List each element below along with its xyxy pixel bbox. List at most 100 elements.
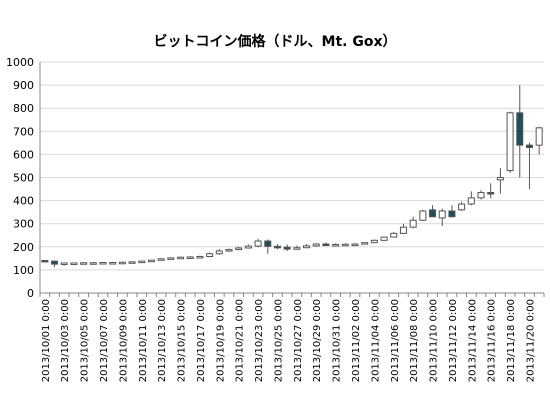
candle bbox=[419, 209, 427, 221]
candle-body bbox=[525, 144, 533, 148]
x-tick-label: 2013/11/10 0:00 bbox=[429, 299, 440, 382]
x-tick-label: 2013/11/14 0:00 bbox=[467, 299, 478, 382]
x-tick-label: 2013/11/04 0:00 bbox=[370, 299, 381, 382]
x-tick-label: 2013/11/12 0:00 bbox=[448, 299, 459, 382]
x-tick-label: 2013/11/02 0:00 bbox=[351, 299, 362, 382]
candle-body bbox=[196, 256, 204, 259]
candle-body bbox=[303, 245, 311, 249]
candle-body bbox=[283, 246, 291, 250]
candle bbox=[312, 243, 320, 247]
candle-body bbox=[312, 243, 320, 247]
candle-body bbox=[109, 262, 117, 265]
candle bbox=[215, 249, 223, 255]
candle bbox=[147, 259, 155, 263]
candle-body bbox=[351, 243, 359, 247]
x-tick-label: 2013/11/06 0:00 bbox=[390, 299, 401, 382]
x-axis: 2013/10/01 0:00 2013/10/03 0:00 2013/10/05… bbox=[39, 292, 545, 382]
candle-body bbox=[477, 192, 485, 199]
candle-body bbox=[128, 261, 136, 264]
candle-body bbox=[89, 262, 97, 265]
candle bbox=[283, 244, 291, 251]
candle bbox=[109, 261, 117, 265]
candle-body bbox=[390, 232, 398, 238]
y-tick-label: 0 bbox=[27, 287, 34, 300]
y-tick-label: 300 bbox=[13, 218, 34, 231]
x-tick-label: 2013/10/07 0:00 bbox=[99, 299, 110, 382]
candle-body bbox=[244, 245, 252, 249]
candle-body bbox=[438, 210, 446, 219]
x-tick-label: 2013/10/29 0:00 bbox=[312, 299, 323, 382]
candle bbox=[303, 244, 311, 249]
candle bbox=[409, 216, 417, 229]
candle bbox=[516, 85, 524, 178]
x-tick-label: 2013/10/27 0:00 bbox=[293, 299, 304, 382]
x-tick-label: 2013/11/16 0:00 bbox=[487, 299, 498, 382]
candle bbox=[70, 262, 78, 265]
candle bbox=[293, 245, 301, 250]
gridlines bbox=[40, 61, 544, 271]
candle bbox=[254, 238, 262, 248]
candles bbox=[41, 85, 543, 268]
candle bbox=[341, 243, 349, 247]
candle bbox=[244, 244, 252, 249]
candle-body bbox=[361, 242, 369, 245]
candle-body bbox=[167, 257, 175, 260]
candle bbox=[99, 262, 107, 265]
candle bbox=[177, 256, 185, 260]
candle bbox=[60, 262, 68, 266]
candle-body bbox=[215, 250, 223, 255]
candle-body bbox=[429, 209, 437, 218]
x-tick-label: 2013/10/17 0:00 bbox=[196, 299, 207, 382]
candle bbox=[128, 261, 136, 264]
candle-body bbox=[293, 247, 301, 250]
x-tick-label: 2013/10/21 0:00 bbox=[235, 299, 246, 382]
candle bbox=[458, 201, 466, 211]
candle-body bbox=[409, 219, 417, 228]
candle bbox=[351, 243, 359, 247]
candle-body bbox=[487, 192, 495, 195]
candle-body bbox=[264, 240, 272, 247]
candle bbox=[264, 239, 272, 254]
y-tick-label: 700 bbox=[13, 125, 34, 138]
candle bbox=[496, 168, 504, 194]
y-tick-label: 900 bbox=[13, 79, 34, 92]
candle-body bbox=[147, 259, 155, 263]
candle bbox=[186, 256, 194, 259]
candle-body bbox=[332, 243, 340, 247]
candle bbox=[399, 223, 407, 235]
candle bbox=[361, 242, 369, 245]
x-tick-label: 2013/10/05 0:00 bbox=[80, 299, 91, 382]
candle-body bbox=[448, 210, 456, 218]
y-tick-label: 800 bbox=[13, 102, 34, 115]
candle-body bbox=[322, 243, 330, 247]
candle bbox=[167, 257, 175, 260]
candle-body bbox=[206, 253, 214, 258]
y-tick-label: 600 bbox=[13, 148, 34, 161]
candle bbox=[380, 236, 388, 241]
candle-body bbox=[506, 112, 514, 172]
x-tick-label: 2013/10/25 0:00 bbox=[273, 299, 284, 382]
x-tick-label: 2013/10/01 0:00 bbox=[41, 299, 52, 382]
x-tick-label: 2013/11/20 0:00 bbox=[525, 299, 536, 382]
x-tick-label: 2013/10/03 0:00 bbox=[60, 299, 71, 382]
candle bbox=[206, 252, 214, 258]
candle bbox=[89, 262, 97, 265]
candle-body bbox=[419, 210, 427, 221]
candle-body bbox=[399, 226, 407, 234]
candle-body bbox=[80, 262, 88, 265]
candle-body bbox=[118, 261, 126, 265]
candle-body bbox=[380, 236, 388, 241]
candle-body bbox=[70, 262, 78, 265]
candle-body bbox=[60, 262, 68, 265]
x-tick-label: 2013/11/18 0:00 bbox=[506, 299, 517, 382]
candle-body bbox=[157, 258, 165, 261]
candle-body bbox=[254, 240, 262, 247]
candle bbox=[322, 242, 330, 247]
candle-body bbox=[535, 127, 543, 146]
candle-body bbox=[467, 197, 475, 205]
candle bbox=[429, 205, 437, 218]
x-tick-label: 2013/10/19 0:00 bbox=[215, 299, 226, 382]
candle bbox=[273, 244, 281, 250]
